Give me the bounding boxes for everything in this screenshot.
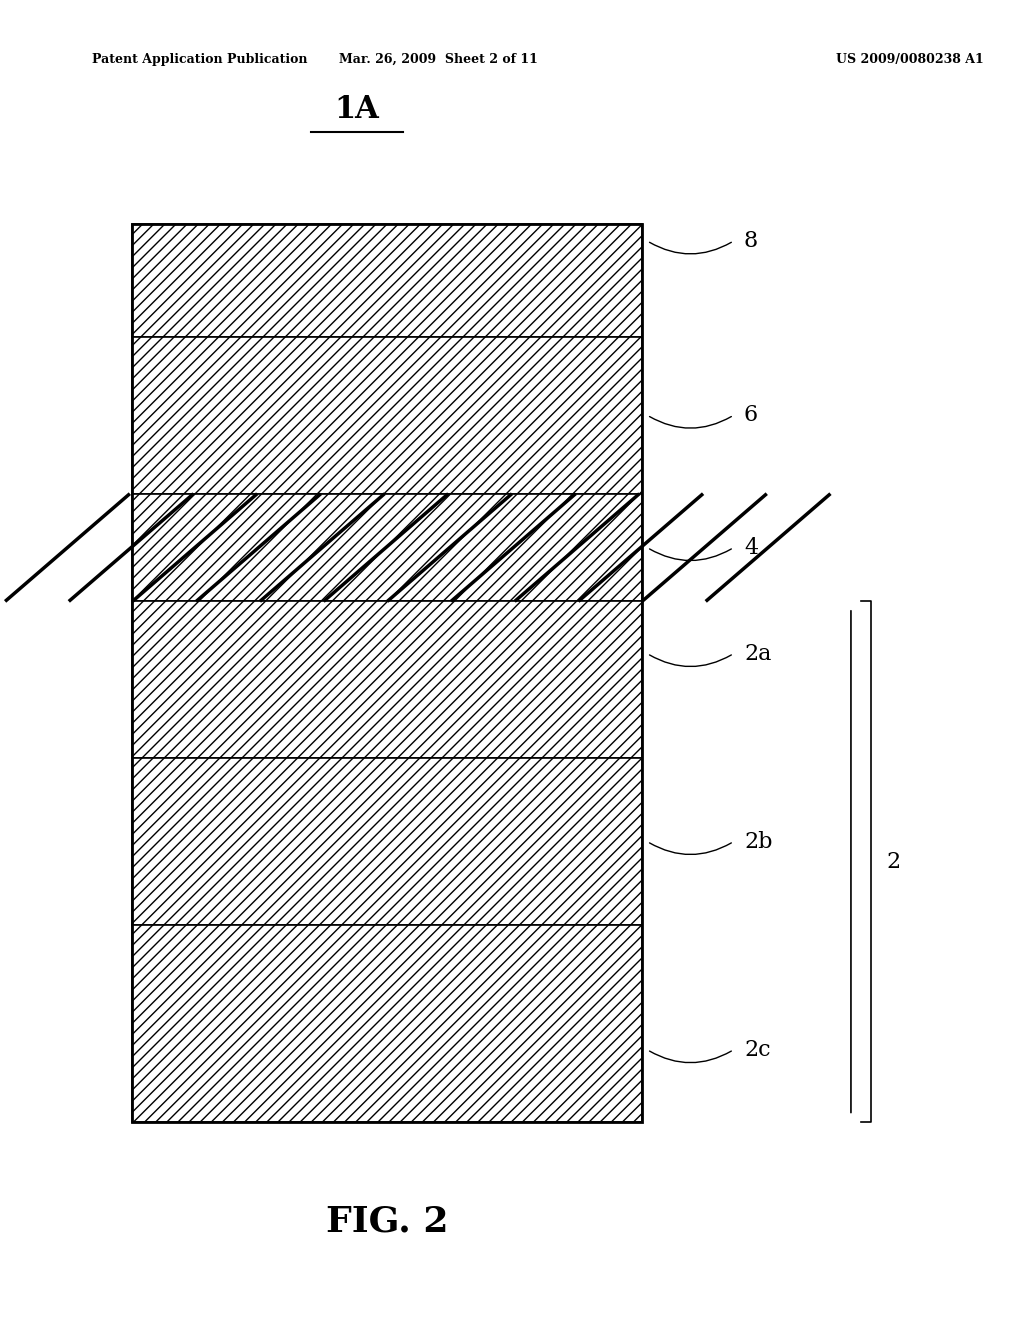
Text: US 2009/0080238 A1: US 2009/0080238 A1 xyxy=(836,53,983,66)
Text: 6: 6 xyxy=(744,404,758,426)
FancyBboxPatch shape xyxy=(132,224,642,337)
Text: Patent Application Publication: Patent Application Publication xyxy=(92,53,307,66)
Text: 1A: 1A xyxy=(334,95,379,125)
FancyBboxPatch shape xyxy=(132,759,642,924)
FancyBboxPatch shape xyxy=(132,494,642,602)
FancyBboxPatch shape xyxy=(132,337,642,494)
Text: 4: 4 xyxy=(744,536,758,558)
FancyBboxPatch shape xyxy=(132,924,642,1122)
Text: 2c: 2c xyxy=(744,1039,771,1061)
Text: 2b: 2b xyxy=(744,830,772,853)
FancyBboxPatch shape xyxy=(132,602,642,759)
Text: 2a: 2a xyxy=(744,643,771,664)
Text: Mar. 26, 2009  Sheet 2 of 11: Mar. 26, 2009 Sheet 2 of 11 xyxy=(339,53,538,66)
Text: 8: 8 xyxy=(744,230,758,252)
Text: 2: 2 xyxy=(887,850,901,873)
Text: FIG. 2: FIG. 2 xyxy=(326,1204,449,1238)
